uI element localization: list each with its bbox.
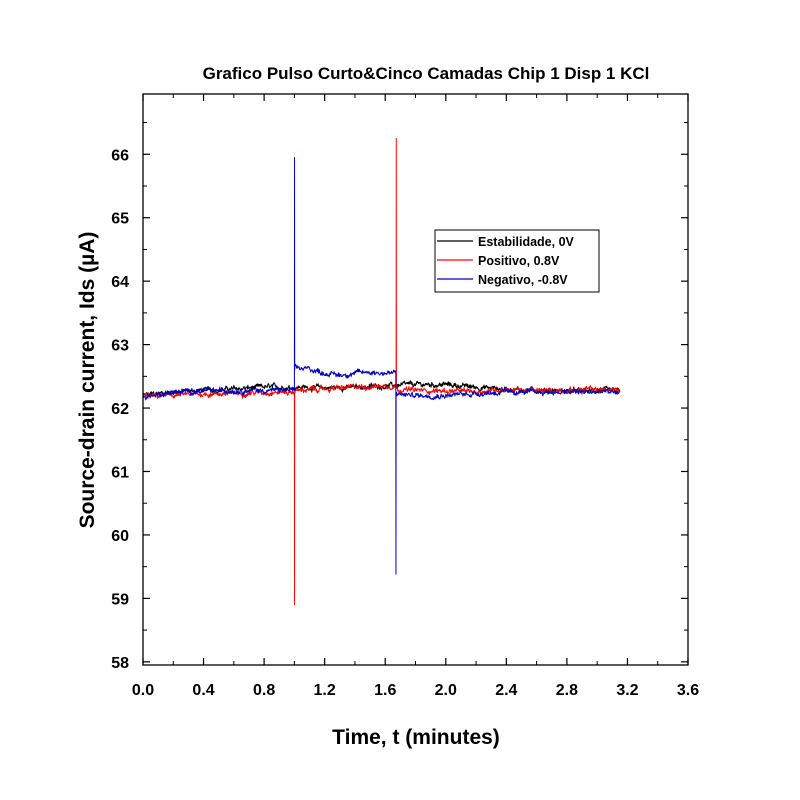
y-tick-label: 60 xyxy=(111,528,129,545)
x-tick-label: 2.8 xyxy=(556,682,578,699)
x-tick-label: 2.0 xyxy=(435,682,457,699)
x-tick-label: 1.2 xyxy=(314,682,336,699)
x-tick-label: 3.6 xyxy=(677,682,699,699)
y-tick-label: 63 xyxy=(111,338,129,355)
chart-title: Grafico Pulso Curto&Cinco Camadas Chip 1… xyxy=(203,64,650,83)
legend-label: Positivo, 0.8V xyxy=(478,254,560,268)
x-tick-label: 0.0 xyxy=(132,682,154,699)
axis-ticks: 0.0 0.4 0.8 1.2 1.6 2.0 2.4 2.8 3.2 3.6 58 59 60 61 62… xyxy=(111,94,699,699)
series-line-2 xyxy=(142,156,621,575)
legend-label: Negativo, -0.8V xyxy=(478,273,568,287)
legend-box xyxy=(434,229,600,293)
y-tick-label: 64 xyxy=(111,274,129,291)
plot-area xyxy=(143,94,688,665)
y-tick-label: 61 xyxy=(111,464,129,481)
plot-background xyxy=(143,94,688,665)
y-tick-label: 62 xyxy=(111,401,129,418)
x-axis-label: Time, t (minutes) xyxy=(332,726,500,749)
x-tick-label: 2.4 xyxy=(495,682,517,699)
y-axis-label: Source-drain current, Ids (µA) xyxy=(76,232,99,529)
x-tick-label: 0.4 xyxy=(192,682,214,699)
y-tick-label: 59 xyxy=(111,591,129,608)
series-layer xyxy=(142,137,621,606)
legend: Estabilidade, 0V Positivo, 0.8V Negativo, … xyxy=(434,229,600,293)
x-tick-label: 0.8 xyxy=(253,682,275,699)
x-tick-label: 3.2 xyxy=(616,682,638,699)
y-tick-label: 66 xyxy=(111,147,129,164)
x-tick-label: 1.6 xyxy=(374,682,396,699)
y-tick-label: 58 xyxy=(111,655,129,672)
y-tick-label: 65 xyxy=(111,211,129,228)
legend-label: Estabilidade, 0V xyxy=(478,235,575,249)
